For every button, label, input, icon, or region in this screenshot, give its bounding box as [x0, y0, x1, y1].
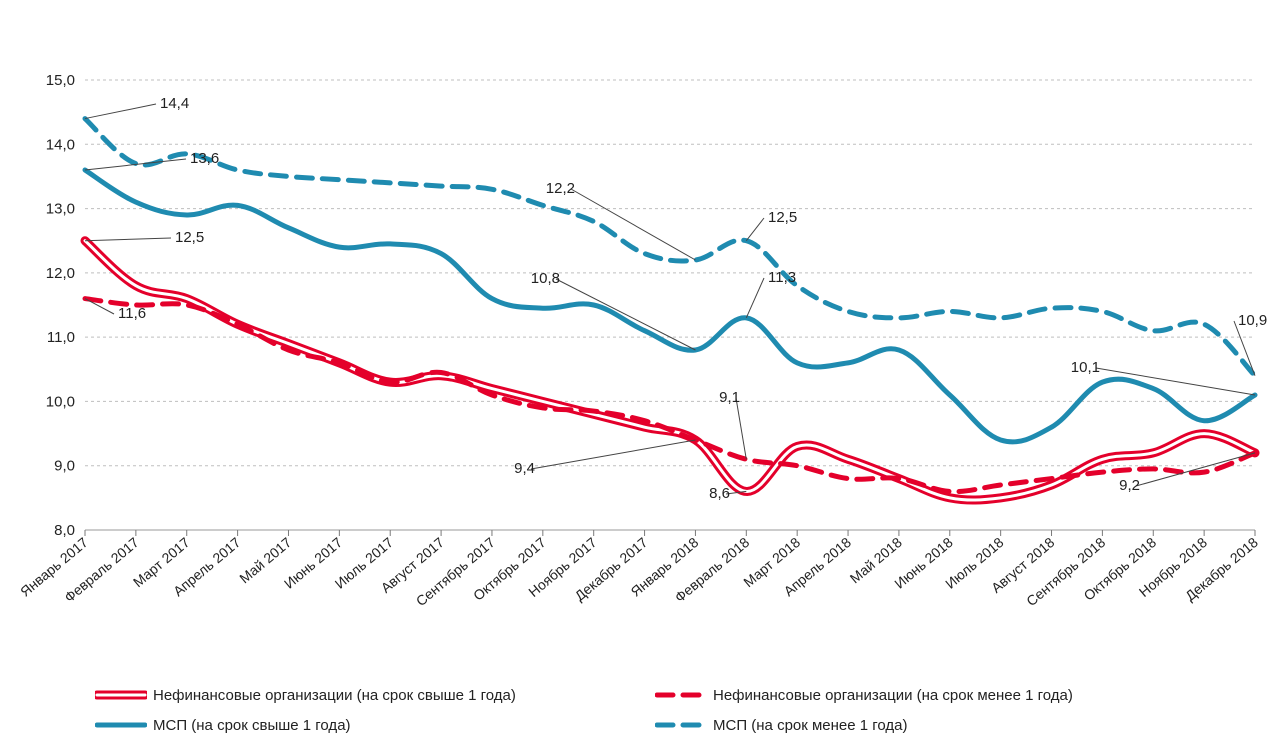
svg-text:10,9: 10,9	[1238, 312, 1267, 329]
svg-text:9,1: 9,1	[719, 389, 740, 406]
svg-text:12,0: 12,0	[46, 265, 75, 282]
svg-text:9,0: 9,0	[54, 458, 75, 475]
legend-label: МСП (на срок менее 1 года)	[713, 717, 908, 734]
svg-text:13,0: 13,0	[46, 201, 75, 218]
legend-label: МСП (на срок свыше 1 года)	[153, 717, 351, 734]
svg-text:13,6: 13,6	[190, 150, 219, 167]
svg-text:14,4: 14,4	[160, 95, 189, 112]
svg-text:12,5: 12,5	[768, 209, 797, 226]
legend-label: Нефинансовые организации (на срок менее …	[713, 687, 1073, 704]
svg-text:8,6: 8,6	[709, 485, 730, 502]
legend-swatch	[655, 715, 707, 735]
svg-text:11,6: 11,6	[118, 305, 146, 322]
line-chart: 8,09,010,011,012,013,014,015,0Январь 201…	[0, 0, 1287, 752]
legend-swatch	[95, 685, 147, 705]
svg-text:11,3: 11,3	[768, 269, 796, 286]
svg-text:8,0: 8,0	[54, 522, 75, 539]
legend-item: МСП (на срок свыше 1 года)	[95, 710, 655, 740]
svg-text:9,2: 9,2	[1119, 477, 1140, 494]
chart-container: 8,09,010,011,012,013,014,015,0Январь 201…	[0, 0, 1287, 752]
svg-text:14,0: 14,0	[46, 136, 75, 153]
svg-text:9,4: 9,4	[514, 460, 535, 477]
legend-label: Нефинансовые организации (на срок свыше …	[153, 687, 516, 704]
svg-text:12,2: 12,2	[546, 180, 575, 197]
legend-item: Нефинансовые организации (на срок свыше …	[95, 680, 655, 710]
legend-swatch	[655, 685, 707, 705]
legend-swatch	[95, 715, 147, 735]
legend-item: Нефинансовые организации (на срок менее …	[655, 680, 1215, 710]
legend-item: МСП (на срок менее 1 года)	[655, 710, 1215, 740]
svg-text:11,0: 11,0	[47, 329, 75, 346]
svg-text:12,5: 12,5	[175, 229, 204, 246]
svg-text:15,0: 15,0	[46, 72, 75, 89]
legend: Нефинансовые организации (на срок свыше …	[95, 680, 1245, 740]
svg-text:10,0: 10,0	[46, 393, 75, 410]
svg-text:10,1: 10,1	[1071, 359, 1100, 376]
svg-text:10,8: 10,8	[531, 270, 560, 287]
